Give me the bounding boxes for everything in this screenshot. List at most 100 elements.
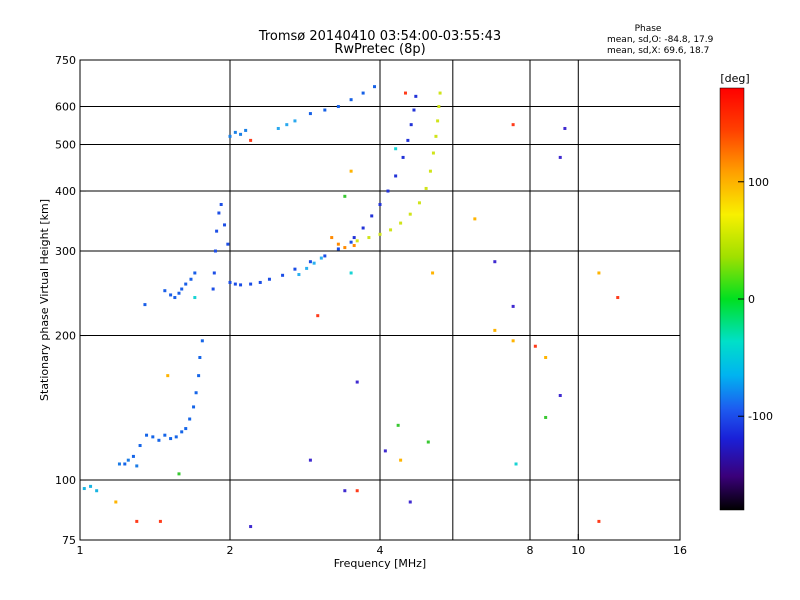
data-point bbox=[163, 289, 167, 293]
data-point bbox=[437, 105, 441, 109]
data-point bbox=[406, 138, 410, 142]
data-point bbox=[514, 462, 518, 466]
data-point bbox=[355, 239, 359, 243]
data-point bbox=[431, 151, 435, 155]
data-point bbox=[145, 433, 149, 437]
data-point bbox=[401, 155, 405, 159]
y-axis: 750 600 500 400 300 200 100 75 bbox=[55, 54, 86, 547]
data-point bbox=[434, 134, 438, 138]
x-tick-label: 16 bbox=[673, 544, 687, 557]
data-point bbox=[386, 189, 390, 193]
data-point bbox=[123, 462, 127, 466]
data-point bbox=[267, 277, 271, 281]
data-point bbox=[319, 256, 323, 260]
data-point bbox=[343, 489, 347, 493]
data-point bbox=[89, 484, 93, 488]
data-point bbox=[193, 296, 197, 300]
data-point bbox=[428, 169, 432, 173]
chart-subtitle: RwPretec (8p) bbox=[334, 42, 425, 57]
data-point bbox=[151, 435, 155, 439]
data-point bbox=[180, 430, 184, 434]
data-point bbox=[349, 271, 353, 275]
data-point bbox=[343, 194, 347, 198]
data-point bbox=[403, 91, 407, 95]
y-tick-label: 500 bbox=[55, 139, 76, 152]
data-point bbox=[189, 277, 193, 281]
data-point bbox=[323, 108, 327, 112]
data-point bbox=[493, 260, 497, 264]
data-point bbox=[378, 232, 382, 236]
data-point bbox=[223, 223, 227, 227]
data-point bbox=[249, 525, 253, 529]
data-point bbox=[355, 380, 359, 384]
data-point bbox=[226, 242, 230, 246]
data-point bbox=[174, 435, 178, 439]
data-point bbox=[244, 128, 248, 132]
x-tick-label: 2 bbox=[227, 544, 234, 557]
y-tick-label: 300 bbox=[55, 245, 76, 258]
data-point bbox=[414, 94, 418, 98]
data-point bbox=[95, 489, 99, 493]
data-point bbox=[408, 500, 412, 504]
data-point bbox=[188, 417, 192, 421]
data-point bbox=[616, 296, 620, 300]
data-point bbox=[249, 138, 253, 142]
chart-title: Tromsø 20140410 03:54:00-03:55:43 bbox=[258, 29, 501, 44]
data-point bbox=[219, 202, 223, 206]
data-point bbox=[157, 438, 161, 442]
data-point bbox=[158, 519, 162, 523]
data-point bbox=[228, 134, 232, 138]
y-tick-label: 100 bbox=[55, 474, 76, 487]
data-point bbox=[194, 391, 198, 395]
colorbar-tick-label: 100 bbox=[748, 176, 769, 189]
colorbar-unit: [deg] bbox=[720, 72, 749, 85]
data-point bbox=[143, 303, 147, 307]
data-point bbox=[217, 211, 221, 215]
data-point bbox=[239, 283, 243, 287]
data-point bbox=[389, 228, 393, 232]
data-point bbox=[473, 217, 477, 221]
data-point bbox=[330, 236, 334, 240]
data-point bbox=[493, 328, 497, 332]
data-point bbox=[180, 287, 184, 291]
data-point bbox=[511, 304, 515, 308]
data-point bbox=[396, 423, 400, 427]
data-point bbox=[394, 174, 398, 178]
data-point bbox=[126, 458, 130, 462]
data-point bbox=[249, 282, 253, 286]
data-point bbox=[305, 266, 309, 270]
data-point bbox=[166, 374, 170, 378]
data-point bbox=[316, 314, 320, 318]
data-point bbox=[383, 449, 387, 453]
data-point bbox=[177, 472, 181, 476]
data-point bbox=[336, 242, 340, 246]
data-point bbox=[426, 440, 430, 444]
data-point bbox=[163, 433, 167, 437]
data-point bbox=[211, 287, 215, 291]
y-tick-label: 400 bbox=[55, 185, 76, 198]
y-axis-title: Stationary phase Virtual Height [km] bbox=[38, 199, 51, 401]
x-tick-label: 10 bbox=[571, 544, 585, 557]
phase-heading: Phase bbox=[635, 24, 662, 34]
data-point bbox=[544, 415, 548, 419]
data-point bbox=[563, 126, 567, 130]
data-point bbox=[228, 280, 232, 284]
phase-stats-o: mean, sd,O: -84.8, 17.9 bbox=[607, 35, 714, 45]
data-point bbox=[308, 260, 312, 264]
data-point bbox=[258, 280, 262, 284]
data-point bbox=[276, 126, 280, 130]
data-point bbox=[169, 437, 173, 441]
data-point bbox=[336, 105, 340, 109]
colorbar-tick-label: -100 bbox=[748, 410, 773, 423]
data-point bbox=[169, 293, 173, 297]
data-point bbox=[408, 212, 412, 216]
y-tick-label: 200 bbox=[55, 330, 76, 343]
data-point bbox=[511, 123, 515, 127]
data-point bbox=[281, 273, 285, 277]
data-point bbox=[184, 282, 188, 286]
x-axis-title: Frequency [MHz] bbox=[334, 557, 426, 570]
data-point bbox=[114, 500, 118, 504]
data-point bbox=[412, 108, 416, 112]
data-point bbox=[436, 119, 440, 123]
